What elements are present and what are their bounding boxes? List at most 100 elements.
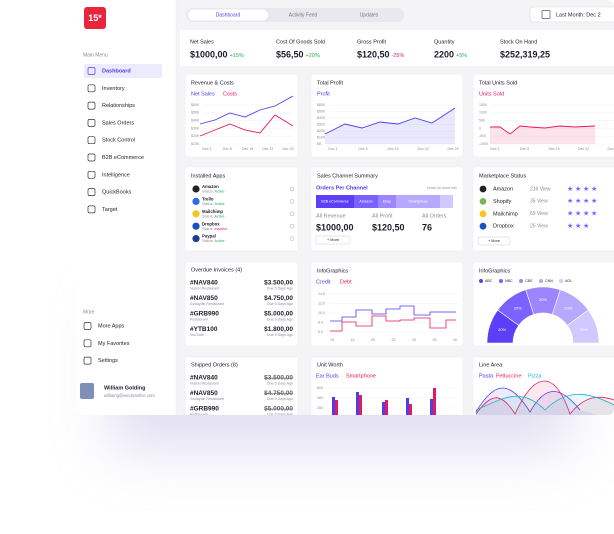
- market-icon: [479, 210, 487, 218]
- star: ★: [567, 222, 573, 230]
- menu-item[interactable]: Sales Orders: [102, 120, 134, 126]
- bar: [430, 399, 433, 415]
- x-tick-label: 30: [412, 338, 416, 342]
- menu-icon: [87, 84, 96, 93]
- donut-segment[interactable]: [566, 309, 600, 344]
- invoice-client: Restaurant: [190, 412, 208, 416]
- tab[interactable]: Updates: [360, 12, 379, 18]
- apps-card: [184, 166, 299, 252]
- card-title: Sales Channel Summary: [317, 173, 378, 179]
- invoice-amount: $5.000,00: [264, 311, 293, 318]
- invoice-amount: $3.500,00: [264, 280, 293, 287]
- stat-label: Cost Of Goods Sold: [276, 39, 325, 45]
- y-tick-label: $600: [317, 103, 325, 107]
- star: ★: [575, 185, 581, 193]
- app-action[interactable]: [289, 186, 295, 192]
- tab[interactable]: Activity Feed: [289, 12, 318, 18]
- star: ★: [591, 210, 597, 218]
- y-tick-label: $30K: [191, 126, 200, 130]
- channel-segment[interactable]: [316, 195, 354, 208]
- y-tick-label: -500: [479, 134, 486, 138]
- x-tick-label: Dec 22: [417, 147, 428, 151]
- card-title: Total Units Sold: [479, 80, 517, 86]
- card-title: InfoGraphics: [317, 268, 348, 274]
- legend: Units Sold: [479, 91, 504, 97]
- channel-segment[interactable]: [396, 195, 440, 208]
- menu-item[interactable]: QuickBooks: [102, 190, 132, 196]
- card-title: Unit Worth: [317, 362, 343, 368]
- bar: [356, 392, 359, 415]
- y-tick-label: $500: [317, 109, 325, 113]
- button-label[interactable]: + More: [488, 239, 500, 243]
- line: [490, 125, 596, 135]
- bar: [332, 397, 335, 415]
- app-name: Dropbox: [202, 221, 220, 226]
- area: [476, 381, 614, 415]
- invoice-due: Due 5 Days Ago: [267, 381, 293, 385]
- invoice-due: Due 9 Days Ago: [267, 412, 293, 416]
- channel-segment[interactable]: [354, 195, 378, 208]
- line: [324, 107, 456, 135]
- more-label: More: [83, 309, 95, 315]
- market-views: 216 View: [530, 186, 551, 192]
- menu-item[interactable]: Settings: [98, 358, 118, 364]
- date-label[interactable]: Last Month: Dec 2: [556, 12, 601, 18]
- x-tick-label: Dec 8: [223, 147, 232, 151]
- menu-item[interactable]: Inventory: [102, 86, 125, 92]
- donut-label: 20%: [514, 305, 522, 310]
- y-tick-label: $60K: [191, 103, 200, 107]
- donut-label: 20%: [564, 305, 572, 310]
- x-tick-label: Dec 15: [548, 147, 559, 151]
- more-button[interactable]: [477, 236, 511, 246]
- chart-card: [310, 73, 464, 158]
- x-tick-label: Dec 1: [202, 147, 211, 151]
- app-action[interactable]: [289, 211, 295, 217]
- bar: [359, 395, 362, 415]
- menu-icon: [87, 119, 96, 127]
- menu-icon: [83, 356, 92, 365]
- invoice-client: Nusret Restaurant: [190, 381, 219, 385]
- menu-item[interactable]: Stock Control: [102, 138, 135, 144]
- tab[interactable]: Dashboard: [216, 12, 241, 18]
- app-action[interactable]: [289, 223, 295, 229]
- donut-label: 20%: [539, 297, 547, 302]
- menu-item[interactable]: More Apps: [98, 323, 125, 329]
- stat-label: All Orders: [422, 213, 447, 219]
- stat-change: +20%: [306, 53, 320, 59]
- button-label[interactable]: + More: [327, 238, 339, 242]
- stat-value: $120,50: [357, 49, 390, 59]
- x-tick-label: 10: [330, 338, 334, 342]
- star: ★: [583, 222, 589, 230]
- segment-label: Ebay: [383, 199, 391, 203]
- invoice-id: #NAV850: [190, 295, 218, 302]
- more-button[interactable]: [315, 235, 351, 245]
- x-tick-label: Dec 8: [358, 147, 367, 151]
- date-button[interactable]: [529, 6, 614, 23]
- legend: Credit: [316, 279, 331, 285]
- stat-value: $120,50: [372, 222, 405, 232]
- app-status-label: Status:: [202, 190, 213, 194]
- star: ★: [583, 185, 589, 193]
- stat-label: Gross Profit: [357, 39, 387, 45]
- app-action[interactable]: [289, 236, 295, 241]
- x-tick-label: Dec 29: [607, 147, 614, 151]
- stat-label: All Profit: [372, 213, 393, 219]
- invoice-client: Restaurant: [190, 317, 208, 321]
- menu-item[interactable]: My Favorites: [98, 341, 130, 347]
- market-icon: [479, 198, 487, 205]
- channel-segment[interactable]: [378, 195, 396, 208]
- menu-item[interactable]: B2B eCommerce: [102, 155, 144, 161]
- legend-dot: [519, 279, 523, 283]
- menu-item[interactable]: Dashboard: [102, 68, 131, 74]
- menu-item[interactable]: Relationships: [102, 103, 135, 109]
- channel-segment[interactable]: [440, 195, 453, 208]
- market-name: Shopify: [493, 199, 512, 205]
- segment-label: Smartphone: [408, 199, 428, 203]
- menu-item[interactable]: Target: [102, 207, 118, 213]
- menu-item[interactable]: Intelligence: [102, 172, 130, 178]
- invoice-due: Due 6 Days Ago: [267, 397, 293, 401]
- app-action[interactable]: [289, 199, 295, 204]
- invoice-id: #YTB100: [190, 326, 218, 333]
- y-tick-label: 400: [317, 396, 323, 400]
